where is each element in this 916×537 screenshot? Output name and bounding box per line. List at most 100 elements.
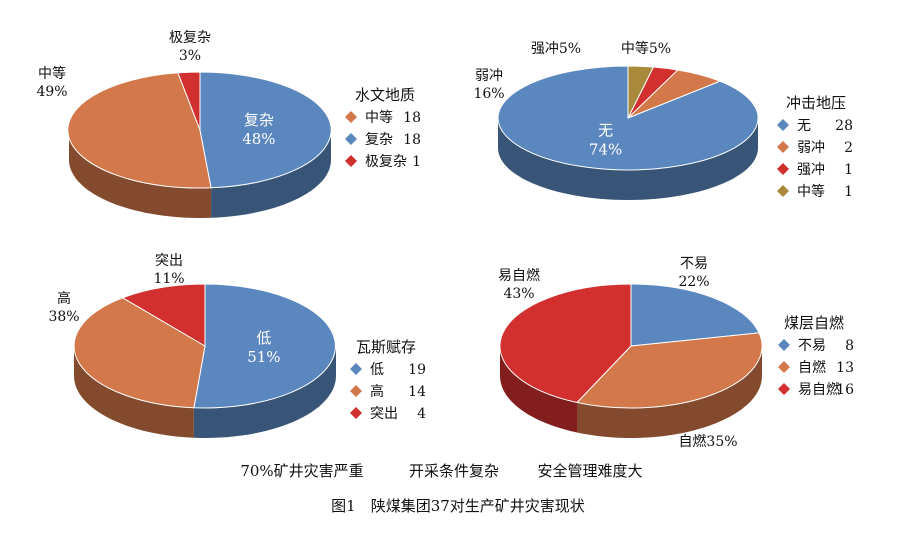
- legend-count: 1: [412, 154, 421, 170]
- slice-label: 强冲5%: [531, 41, 581, 57]
- slice-label-pct: 3%: [179, 48, 201, 64]
- pie-slice-中等: [627, 65, 655, 119]
- pie-slice-高: [73, 297, 206, 409]
- pie-slice-不易: [630, 283, 760, 347]
- pie-side-walls: [500, 346, 762, 438]
- legend-count: 1: [844, 184, 853, 200]
- slice-label: 自燃35%: [678, 433, 737, 450]
- legend-marker-复杂: [345, 133, 357, 145]
- legend-marker-低: [350, 363, 362, 375]
- legend-label: 中等: [365, 109, 393, 126]
- legend-marker-突出: [350, 407, 362, 419]
- pie-side-walls: [69, 130, 331, 218]
- slice-label-name: 中等: [38, 65, 66, 82]
- legend-count: 19: [408, 362, 426, 378]
- summary-text-3: 安全管理难度大: [537, 462, 642, 480]
- legend-count: 16: [836, 382, 854, 398]
- slice-label-name: 易自燃: [498, 267, 540, 284]
- legend-title: 冲击地压: [786, 94, 846, 112]
- slice-label: 中等5%: [621, 40, 671, 57]
- legend-count: 8: [845, 338, 854, 354]
- legend-marker-易自燃: [778, 383, 790, 395]
- slice-label-name: 高: [57, 290, 71, 307]
- legend-label: 弱冲: [797, 140, 825, 156]
- slice-label-pct: 74%: [589, 141, 622, 159]
- pie-slice-突出: [121, 283, 206, 347]
- pie-slice-复杂: [199, 71, 332, 189]
- slice-label-name: 极复杂: [169, 29, 211, 46]
- slice-label-pct: 38%: [48, 309, 79, 325]
- pie-side-低: [193, 346, 336, 438]
- legend-count: 14: [408, 384, 426, 400]
- slice-label-name: 无: [598, 122, 613, 140]
- legend-count: 18: [403, 110, 421, 126]
- legend-marker-弱冲: [777, 141, 789, 153]
- legend-marker-不易: [778, 339, 790, 351]
- figure-caption: 图1 陕煤集团37对生产矿井灾害现状: [331, 497, 585, 515]
- slice-label-name: 不易: [680, 256, 708, 272]
- slice-label-pct: 22%: [678, 274, 709, 290]
- pie-side-自燃: [577, 346, 762, 438]
- pie-slice-易自燃: [499, 283, 632, 404]
- slice-label-name: 低: [256, 329, 271, 347]
- legend-label: 自燃: [798, 359, 826, 376]
- legend-label: 易自燃: [798, 381, 840, 398]
- pie-side-无: [498, 118, 758, 200]
- legend-count: 1: [844, 162, 853, 178]
- slice-label-name: 突出: [155, 253, 183, 269]
- legend-marker-极复杂: [345, 155, 357, 167]
- pie-slice-自燃: [576, 332, 763, 409]
- slice-label-pct: 11%: [153, 271, 184, 287]
- pie-slice-中等: [67, 72, 212, 189]
- legend-count: 18: [403, 132, 421, 148]
- slice-label-pct: 16%: [473, 86, 504, 102]
- legend-label: 强冲: [797, 162, 825, 178]
- legend-label: 中等: [797, 183, 825, 200]
- pie-side-中等: [69, 130, 212, 218]
- slice-label-pct: 51%: [247, 348, 280, 366]
- legend-label: 高: [370, 383, 384, 400]
- slice-label-name: 复杂: [244, 111, 274, 129]
- legend-title: 煤层自燃: [784, 314, 844, 332]
- pie-side-复杂: [211, 130, 331, 218]
- legend-marker-中等: [345, 111, 357, 123]
- pie-side-高: [74, 346, 194, 438]
- legend-count: 4: [417, 406, 426, 422]
- legend-label: 极复杂: [365, 153, 407, 170]
- legend-marker-强冲: [777, 163, 789, 175]
- legend-label: 突出: [370, 406, 398, 422]
- legend-label: 无: [797, 118, 811, 134]
- legend-marker-自燃: [778, 361, 790, 373]
- legend-count: 2: [844, 140, 853, 156]
- legend-label: 低: [370, 362, 384, 378]
- slice-label-pct: 43%: [503, 286, 534, 302]
- pie-slice-极复杂: [177, 71, 201, 131]
- legend-title: 水文地质: [355, 86, 415, 104]
- pie-slice-低: [193, 283, 336, 409]
- legend-count: 13: [836, 360, 854, 376]
- summary-text-2: 开采条件复杂: [409, 462, 499, 480]
- legend-count: 28: [835, 118, 853, 134]
- summary-text-1: 70%矿井灾害严重: [240, 462, 363, 480]
- slice-label-name: 弱冲: [475, 68, 503, 84]
- legend-title: 瓦斯赋存: [356, 338, 416, 356]
- legend-label: 复杂: [365, 131, 393, 148]
- legend-marker-中等: [777, 185, 789, 197]
- legend-marker-无: [777, 119, 789, 131]
- legend-label: 不易: [798, 338, 826, 354]
- slice-label-pct: 48%: [242, 130, 275, 148]
- pie-side-walls: [74, 346, 336, 438]
- pie-side-易自燃: [500, 346, 577, 433]
- pie-side-walls: [498, 118, 758, 200]
- slice-label-pct: 49%: [36, 84, 67, 100]
- legend-marker-高: [350, 385, 362, 397]
